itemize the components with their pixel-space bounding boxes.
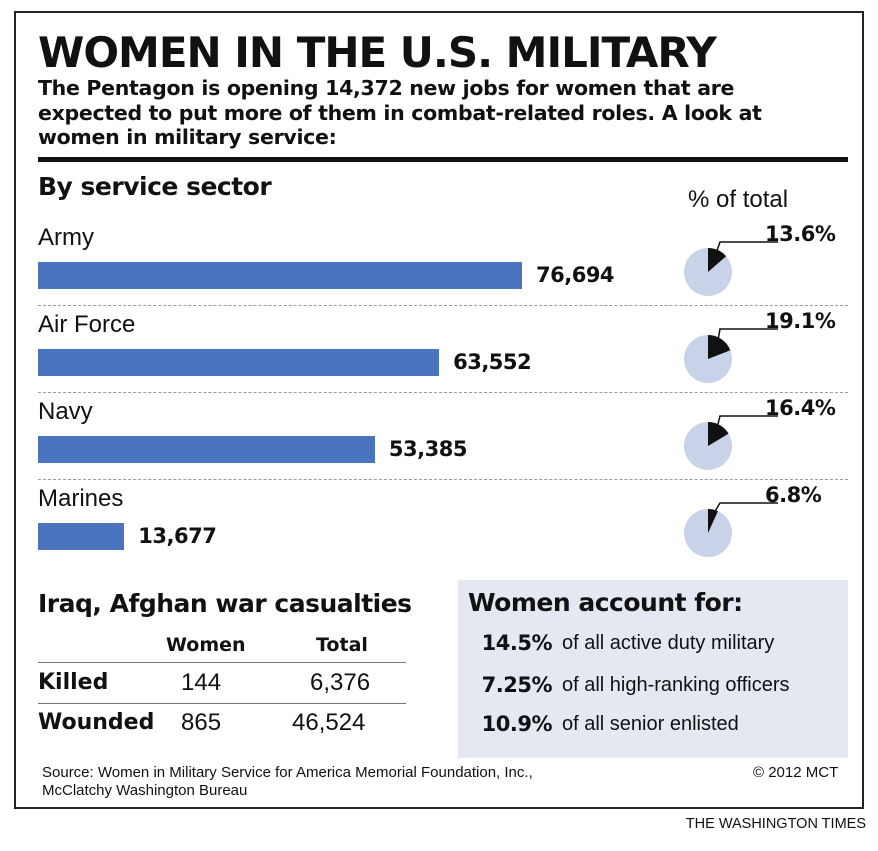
casualties-col-total: Total (316, 634, 368, 656)
account-row-officers: 7.25% of all high-ranking officers (458, 670, 848, 700)
pie-marines (684, 502, 778, 557)
pie-air-force (684, 328, 778, 383)
women-account-title: Women account for: (468, 588, 743, 617)
pie-navy (684, 415, 778, 470)
bar-value-marines: 13,677 (138, 524, 217, 548)
pie-slice-marines (708, 509, 718, 533)
copyright-credit: © 2012 MCT (753, 764, 839, 781)
casualties-wounded-total: 46,524 (292, 709, 366, 736)
sector-divider (38, 392, 848, 393)
pie-leader-marines (710, 502, 778, 518)
source-note: Source: Women in Military Service for Am… (42, 764, 533, 800)
publisher-name: THE WASHINGTON TIMES (685, 816, 866, 832)
pie-slice-army (708, 248, 727, 272)
pie-slice-navy (708, 422, 729, 446)
account-value: 10.9% (481, 712, 553, 736)
bar-marines (38, 523, 125, 550)
graphic-frame (14, 11, 864, 809)
sector-row-navy: Navy 53,385 (38, 398, 848, 478)
pie-pct-air-force: 19.1% (765, 309, 836, 333)
casualties-row-killed-label: Killed (38, 670, 109, 695)
account-row-enlisted: 10.9% of all senior enlisted (458, 709, 848, 739)
casualties-wounded-women: 865 (181, 709, 222, 736)
pie-slice-air-force (708, 335, 731, 359)
graphic-title: WOMEN IN THE U.S. MILITARY (38, 28, 717, 77)
graphic-subtitle: The Pentagon is opening 14,372 new jobs … (38, 76, 762, 149)
bar-navy (38, 436, 375, 463)
pie-leader-air-force (716, 328, 778, 346)
bar-air-force (38, 349, 440, 376)
source-line-2: McClatchy Washington Bureau (42, 782, 248, 799)
pie-pct-army: 13.6% (765, 222, 836, 246)
casualties-col-women: Women (166, 634, 246, 656)
casualties-title: Iraq, Afghan war casualties (38, 589, 412, 618)
pie-pct-navy: 16.4% (765, 396, 836, 420)
sector-label-marines: Marines (38, 485, 124, 512)
bar-chart-title: By service sector (38, 172, 272, 201)
casualties-killed-total: 6,376 (310, 669, 371, 696)
bar-value-army: 76,694 (536, 263, 615, 287)
pie-column-title: % of total (688, 186, 789, 213)
sector-label-army: Army (38, 224, 94, 251)
bar-army (38, 262, 522, 289)
women-account-box: Women account for: 14.5% of all active d… (458, 580, 848, 758)
title-rule (38, 157, 848, 162)
account-row-active-duty: 14.5% of all active duty military (458, 628, 848, 658)
casualties-table: Women Total Killed 144 6,376 Wounded 865… (38, 632, 408, 742)
casualties-row-line (38, 703, 406, 704)
pie-pct-marines: 6.8% (765, 483, 822, 507)
source-line-1: Source: Women in Military Service for Am… (42, 764, 533, 781)
sector-row-air-force: Air Force 63,552 (38, 311, 848, 391)
pie-leader-navy (715, 415, 778, 433)
sector-divider (38, 305, 848, 306)
account-value: 7.25% (481, 673, 553, 697)
bar-value-air-force: 63,552 (453, 350, 532, 374)
account-text: of all senior enlisted (562, 713, 739, 735)
sector-divider (38, 479, 848, 480)
sector-row-army: Army 76,694 (38, 224, 848, 304)
casualties-killed-women: 144 (181, 669, 222, 696)
sector-label-air-force: Air Force (38, 311, 136, 338)
pie-leader-army (713, 241, 778, 258)
pie-army (684, 241, 778, 296)
sector-label-navy: Navy (38, 398, 93, 425)
casualties-header-line (38, 662, 406, 663)
account-text: of all active duty military (562, 632, 775, 654)
sector-row-marines: Marines 13,677 (38, 485, 848, 565)
account-text: of all high-ranking officers (562, 674, 790, 696)
account-value: 14.5% (481, 631, 553, 655)
bar-value-navy: 53,385 (388, 437, 468, 461)
casualties-row-wounded-label: Wounded (38, 710, 155, 735)
